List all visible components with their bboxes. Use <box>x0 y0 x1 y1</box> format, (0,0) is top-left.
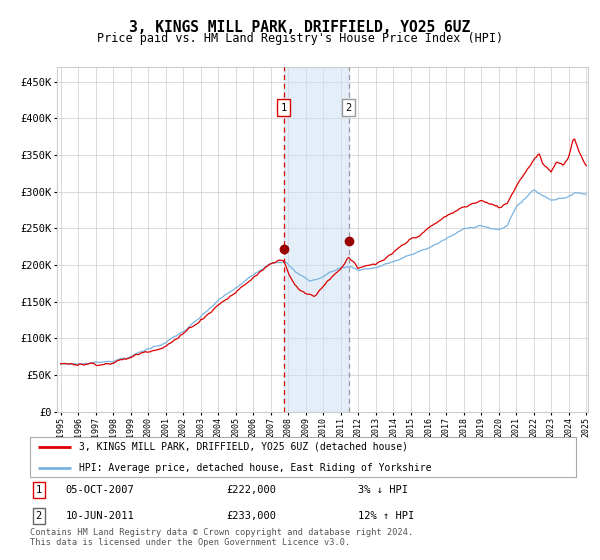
Bar <box>284 67 349 412</box>
Text: 3, KINGS MILL PARK, DRIFFIELD, YO25 6UZ: 3, KINGS MILL PARK, DRIFFIELD, YO25 6UZ <box>130 20 470 35</box>
Text: £233,000: £233,000 <box>227 511 277 521</box>
Text: 12% ↑ HPI: 12% ↑ HPI <box>358 511 414 521</box>
Text: HPI: Average price, detached house, East Riding of Yorkshire: HPI: Average price, detached house, East… <box>79 463 431 473</box>
Text: Price paid vs. HM Land Registry's House Price Index (HPI): Price paid vs. HM Land Registry's House … <box>97 32 503 45</box>
Text: 1: 1 <box>35 486 42 496</box>
Text: 3, KINGS MILL PARK, DRIFFIELD, YO25 6UZ (detached house): 3, KINGS MILL PARK, DRIFFIELD, YO25 6UZ … <box>79 442 408 452</box>
Text: Contains HM Land Registry data © Crown copyright and database right 2024.
This d: Contains HM Land Registry data © Crown c… <box>30 528 413 548</box>
Text: 3% ↓ HPI: 3% ↓ HPI <box>358 486 407 496</box>
Text: 10-JUN-2011: 10-JUN-2011 <box>65 511 134 521</box>
Text: 2: 2 <box>346 102 352 113</box>
Text: 2: 2 <box>35 511 42 521</box>
Text: 05-OCT-2007: 05-OCT-2007 <box>65 486 134 496</box>
Text: 1: 1 <box>281 102 287 113</box>
Text: £222,000: £222,000 <box>227 486 277 496</box>
